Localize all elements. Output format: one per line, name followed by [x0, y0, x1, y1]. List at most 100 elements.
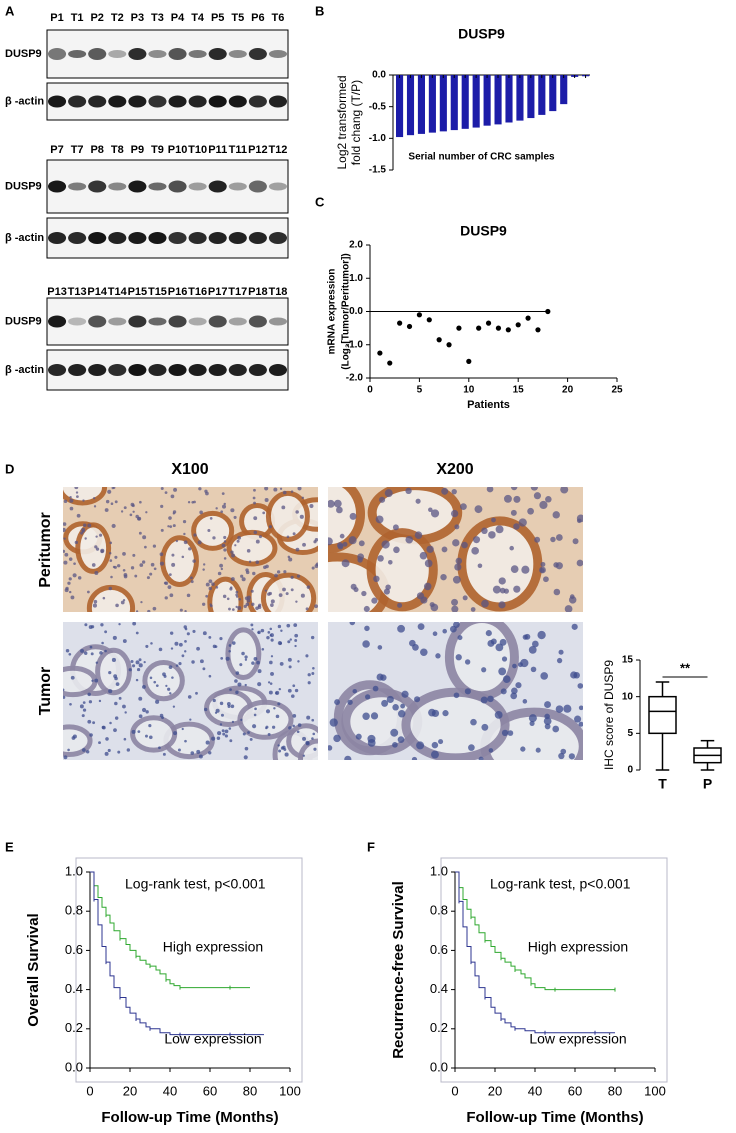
nucleus — [126, 748, 131, 752]
nucleus — [149, 676, 153, 680]
nucleus — [495, 643, 504, 652]
nucleus — [108, 670, 112, 675]
nucleus — [82, 701, 86, 704]
point — [515, 322, 521, 328]
nucleus — [578, 705, 583, 711]
nucleus — [226, 597, 230, 601]
nucleus — [250, 623, 254, 627]
nucleus — [155, 699, 160, 704]
nucleus — [220, 657, 224, 660]
nucleus — [286, 535, 290, 539]
nucleus — [145, 710, 149, 714]
blot-band — [168, 364, 187, 376]
nucleus — [208, 635, 212, 639]
lane-label: T13 — [68, 286, 87, 298]
nucleus — [513, 585, 521, 593]
nucleus — [552, 511, 560, 519]
lane-label: T1 — [71, 12, 84, 24]
nucleus — [111, 657, 116, 663]
nucleus — [114, 716, 119, 720]
nucleus — [528, 645, 537, 654]
gland — [95, 647, 132, 696]
nucleus — [283, 570, 287, 574]
nucleus — [171, 553, 175, 557]
gland — [226, 529, 278, 567]
bar — [516, 75, 524, 121]
panel-label: E — [5, 839, 14, 854]
x-tick-label: 80 — [243, 1083, 257, 1098]
nucleus — [306, 585, 311, 589]
lane-label: P15 — [128, 286, 148, 298]
bar — [472, 75, 480, 128]
nucleus — [98, 741, 101, 745]
nucleus — [123, 737, 127, 741]
row-label: Tumor — [37, 667, 54, 716]
nucleus — [302, 754, 305, 757]
nucleus — [113, 565, 117, 569]
y-tick-label: 1.0 — [349, 273, 363, 284]
lane-label: P9 — [131, 144, 144, 156]
y-tick-label: 0.0 — [430, 1059, 448, 1074]
blot-band — [148, 50, 167, 58]
nucleus — [452, 539, 460, 547]
nucleus — [539, 500, 548, 510]
nucleus — [138, 663, 143, 668]
x-tick-label: 20 — [123, 1083, 137, 1098]
nucleus — [228, 727, 232, 730]
nucleus — [295, 600, 298, 603]
nucleus — [294, 688, 299, 693]
nucleus — [118, 622, 121, 626]
blot-band — [268, 50, 287, 58]
nucleus — [513, 523, 520, 530]
nucleus — [481, 667, 487, 673]
nucleus — [300, 593, 305, 598]
nucleus — [69, 702, 72, 706]
row-label: DUSP9 — [5, 180, 42, 192]
nucleus — [88, 625, 93, 629]
nucleus — [69, 506, 74, 511]
nucleus — [255, 539, 260, 544]
nucleus — [572, 538, 579, 545]
lane-label: P2 — [90, 12, 103, 24]
nucleus — [230, 550, 234, 554]
point — [406, 323, 413, 330]
blot-band — [248, 364, 267, 376]
nucleus — [172, 705, 176, 708]
blot-band — [108, 364, 127, 376]
nucleus — [264, 498, 269, 503]
blot-band — [208, 48, 227, 60]
nucleus — [503, 588, 509, 594]
nucleus — [429, 602, 435, 608]
nucleus — [563, 704, 572, 713]
nucleus — [361, 590, 367, 597]
nucleus — [277, 641, 282, 646]
nucleus — [381, 540, 390, 549]
nucleus — [509, 545, 514, 551]
nucleus — [498, 577, 506, 585]
nucleus — [182, 519, 187, 524]
plot-frame — [75, 857, 303, 1083]
nucleus — [117, 750, 121, 754]
nucleus — [233, 515, 237, 519]
nucleus — [296, 730, 300, 734]
nucleus — [167, 585, 172, 590]
y-axis-label: fold chang (T/P) — [349, 80, 363, 165]
y-tick-label: -1.0 — [369, 133, 387, 144]
nucleus — [245, 570, 250, 575]
nucleus — [93, 505, 97, 508]
nucleus — [144, 545, 147, 549]
nucleus — [123, 574, 128, 579]
nucleus — [270, 638, 274, 642]
nucleus — [379, 496, 386, 503]
nucleus — [288, 665, 292, 669]
nucleus — [102, 596, 106, 600]
x-tick-label: 60 — [203, 1083, 217, 1098]
nucleus — [202, 667, 206, 671]
nucleus — [63, 527, 66, 532]
gland — [63, 724, 93, 758]
lane-label: P17 — [208, 286, 228, 298]
nucleus — [271, 725, 276, 729]
blot-band — [228, 95, 247, 108]
nucleus — [312, 732, 316, 736]
nucleus — [198, 487, 202, 491]
